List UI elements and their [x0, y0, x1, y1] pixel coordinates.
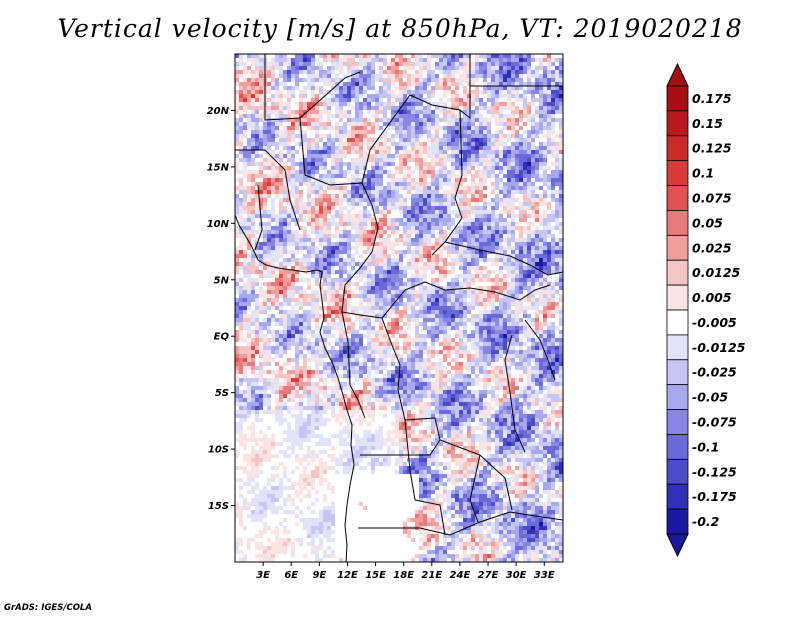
colorbar-segment	[666, 259, 689, 286]
colorbar-label: -0.2	[692, 514, 719, 529]
colorbar-segment	[666, 185, 689, 211]
lon-tick-label: 15E	[365, 570, 386, 581]
lon-tick-label: 18E	[393, 570, 414, 581]
colorbar-segment	[666, 334, 689, 361]
colorbar-top-arrow	[666, 62, 689, 87]
lat-tick-label: 15S	[208, 501, 229, 512]
lat-tick-label: 5S	[215, 388, 229, 399]
border	[431, 109, 463, 256]
lon-tick-label: 9E	[312, 570, 326, 581]
colorbar-segment	[666, 85, 689, 112]
colorbar: 0.175 0.15 0.125 0.1 0.075 0.05 0.025 0.0125 0.0…	[666, 62, 746, 558]
border	[444, 241, 563, 276]
lat-tick-label: 20N	[207, 106, 230, 117]
colorbar-label: 0.005	[692, 290, 732, 305]
lat-tick-label: 15N	[207, 162, 230, 173]
colorbar-label: 0.175	[692, 91, 732, 106]
border	[341, 227, 383, 319]
border	[358, 511, 563, 536]
border	[361, 54, 471, 184]
colorbar-segment	[666, 160, 689, 186]
border	[381, 281, 551, 319]
lat-tick-label: 5N	[214, 275, 230, 286]
colorbar-segment	[666, 110, 689, 137]
border	[524, 319, 556, 381]
chart-title: Vertical velocity [m/s] at 850hPa, VT: 2…	[57, 14, 743, 43]
colorbar-label: 0.05	[692, 215, 723, 230]
colorbar-label: -0.125	[692, 464, 737, 479]
colorbar-segment	[666, 359, 689, 386]
border	[469, 454, 481, 523]
plot-area	[234, 53, 564, 563]
lon-tick-label: 24E	[450, 570, 471, 581]
border	[381, 317, 513, 511]
lat-tick-label: 10S	[208, 445, 229, 456]
colorbar-label: -0.025	[692, 365, 737, 380]
longitude-axis: 3E 6E 9E 12E 15E 18E 21E 24E 27E 30E 33E	[256, 562, 555, 581]
colorbar-segment	[666, 508, 689, 535]
colorbar-label: -0.0125	[692, 340, 746, 355]
lon-tick-label: 33E	[534, 570, 555, 581]
coastline	[235, 214, 355, 562]
colorbar-label: -0.175	[692, 489, 737, 504]
colorbar-label: 0.125	[692, 141, 732, 156]
lon-tick-label: 21E	[421, 570, 442, 581]
grads-credit: GrADS: IGES/COLA	[4, 603, 92, 613]
lon-tick-label: 12E	[337, 570, 358, 581]
colorbar-segment	[666, 483, 689, 510]
border	[504, 334, 526, 453]
colorbar-bottom-arrow	[666, 533, 689, 558]
lon-tick-label: 6E	[284, 570, 298, 581]
lon-tick-label: 30E	[506, 570, 527, 581]
border	[254, 184, 263, 251]
colorbar-segment	[666, 458, 689, 485]
colorbar-label: -0.005	[692, 315, 737, 330]
colorbar-label: 0.025	[692, 240, 732, 255]
lat-tick-label: 10N	[207, 219, 230, 230]
colorbar-segment	[666, 135, 689, 162]
colorbar-segment	[666, 384, 689, 410]
colorbar-label: -0.075	[692, 415, 737, 430]
colorbar-label: -0.1	[692, 439, 719, 454]
border	[299, 117, 379, 229]
border	[404, 419, 446, 536]
lat-tick-label: EQ	[214, 332, 230, 343]
colorbar-label: 0.15	[692, 116, 723, 131]
colorbar-segment	[666, 309, 689, 336]
border	[341, 311, 366, 419]
plot-frame	[234, 53, 564, 563]
colorbar-segment	[666, 234, 689, 261]
lon-tick-label: 3E	[256, 570, 270, 581]
border	[235, 149, 301, 231]
country-borders	[235, 54, 563, 562]
latitude-axis: 20N 15N 10N 5N EQ 5S 10S 15S	[207, 106, 235, 512]
border	[360, 439, 441, 456]
colorbar-segment	[666, 434, 689, 460]
lon-tick-label: 27E	[478, 570, 499, 581]
colorbar-segment	[666, 284, 689, 311]
colorbar-segment	[666, 210, 689, 236]
colorbar-label: 0.1	[692, 166, 714, 181]
colorbar-label: 0.0125	[692, 265, 741, 280]
colorbar-label: 0.075	[692, 191, 732, 206]
velocity-field	[235, 54, 563, 562]
colorbar-label: -0.05	[692, 390, 728, 405]
colorbar-segment	[666, 409, 689, 435]
